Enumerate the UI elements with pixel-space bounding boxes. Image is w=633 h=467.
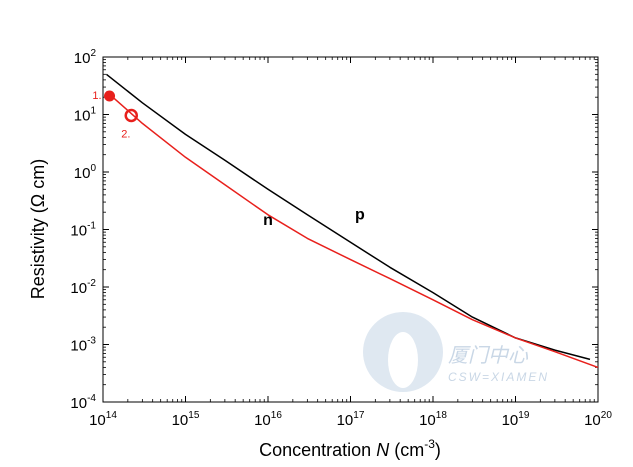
watermark-logo-inner xyxy=(388,332,418,388)
series-line-n xyxy=(105,91,599,369)
series-annotation-p: p xyxy=(355,206,365,223)
marker-label-2: 2. xyxy=(121,129,130,141)
watermark: 厦门中心 CSW=XIAMEN xyxy=(363,312,549,392)
x-axis-label: Concentration N (cm-3) xyxy=(259,437,441,460)
y-tick-label: 10-3 xyxy=(70,336,96,355)
y-tick-label: 102 xyxy=(74,48,97,67)
y-tick-label: 10-1 xyxy=(70,221,96,240)
marker-layer: 1. 2. xyxy=(92,90,138,141)
x-tick-label: 1017 xyxy=(337,410,365,429)
data-marker-2 xyxy=(124,108,138,123)
y-axis-label: Resistivity (Ω cm) xyxy=(28,159,48,299)
series-annotation-n: n xyxy=(263,212,273,229)
x-tick-label: 1014 xyxy=(89,410,117,429)
x-tick-label: 1015 xyxy=(172,410,200,429)
watermark-en: CSW=XIAMEN xyxy=(448,370,549,384)
y-tick-label: 10-4 xyxy=(70,393,96,412)
y-tick-labels: 102 101 100 10-1 10-2 10-3 10-4 xyxy=(70,48,96,412)
series-layer xyxy=(105,73,599,369)
x-tick-label: 1016 xyxy=(254,410,282,429)
data-marker-1 xyxy=(104,90,116,102)
y-tick-label: 10-2 xyxy=(70,278,96,297)
series-line-p xyxy=(105,73,591,361)
axis-ticks xyxy=(102,56,599,403)
x-tick-labels: 1014 1015 1016 1017 1018 1019 1020 xyxy=(89,410,612,429)
y-tick-label: 100 xyxy=(74,163,97,182)
y-tick-label: 101 xyxy=(74,106,97,125)
x-tick-label: 1020 xyxy=(584,410,612,429)
marker-label-1: 1. xyxy=(92,90,101,102)
watermark-cn: 厦门中心 xyxy=(448,345,529,367)
x-tick-label: 1019 xyxy=(502,410,530,429)
x-tick-label: 1018 xyxy=(419,410,447,429)
